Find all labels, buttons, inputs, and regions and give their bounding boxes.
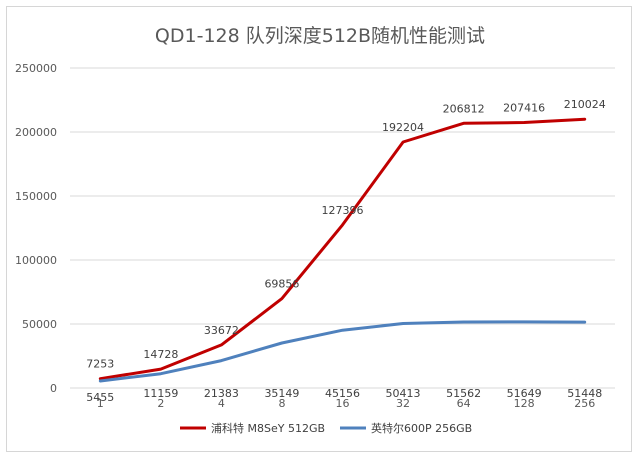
data-labels: 7253 14728 33672 69856 127396 192204 206812 207… bbox=[86, 98, 605, 404]
y-tick-label: 250000 bbox=[15, 62, 57, 75]
series-line-1 bbox=[98, 117, 587, 381]
y-axis: 0 50000 100000 150000 200000 250000 bbox=[15, 62, 57, 395]
x-tick-label: 8 bbox=[278, 397, 285, 410]
data-label: 45156 bbox=[325, 387, 360, 400]
data-label: 11159 bbox=[143, 387, 178, 400]
x-axis: 1 2 4 8 16 32 64 128 256 bbox=[97, 397, 595, 410]
data-label: 127396 bbox=[322, 204, 364, 217]
y-tick-label: 200000 bbox=[15, 126, 57, 139]
x-tick-label: 16 bbox=[336, 397, 350, 410]
chart-title: QD1-128 队列深度512B随机性能测试 bbox=[155, 25, 485, 47]
y-tick-label: 50000 bbox=[22, 318, 57, 331]
data-label: 51448 bbox=[567, 387, 602, 400]
x-tick-label: 1 bbox=[97, 397, 104, 410]
data-label: 21383 bbox=[204, 387, 239, 400]
data-label: 7253 bbox=[86, 358, 114, 371]
data-label: 14728 bbox=[143, 348, 178, 361]
legend-label: 英特尔600P 256GB bbox=[371, 421, 472, 435]
data-label: 33672 bbox=[204, 324, 239, 337]
data-label: 210024 bbox=[564, 98, 606, 111]
y-tick-label: 0 bbox=[50, 382, 57, 395]
data-label: 206812 bbox=[443, 102, 485, 115]
x-tick-label: 128 bbox=[514, 397, 535, 410]
x-tick-label: 4 bbox=[218, 397, 225, 410]
data-label: 35149 bbox=[264, 387, 299, 400]
x-tick-label: 64 bbox=[457, 397, 471, 410]
x-tick-label: 2 bbox=[157, 397, 164, 410]
series-lines bbox=[98, 117, 587, 383]
series-line-2 bbox=[98, 320, 587, 383]
data-label: 50413 bbox=[386, 387, 421, 400]
x-tick-label: 256 bbox=[574, 397, 595, 410]
legend-label: 浦科特 M8SeY 512GB bbox=[211, 421, 325, 435]
gridlines bbox=[70, 67, 615, 389]
legend: 浦科特 M8SeY 512GB 英特尔600P 256GB bbox=[180, 421, 472, 435]
data-label: 69856 bbox=[264, 278, 299, 291]
data-label: 207416 bbox=[503, 102, 545, 115]
data-label: 51649 bbox=[507, 387, 542, 400]
y-tick-label: 100000 bbox=[15, 254, 57, 267]
data-label: 51562 bbox=[446, 387, 481, 400]
data-label: 192204 bbox=[382, 121, 424, 134]
data-label: 5455 bbox=[86, 391, 114, 404]
y-tick-label: 150000 bbox=[15, 190, 57, 203]
x-tick-label: 32 bbox=[396, 397, 410, 410]
